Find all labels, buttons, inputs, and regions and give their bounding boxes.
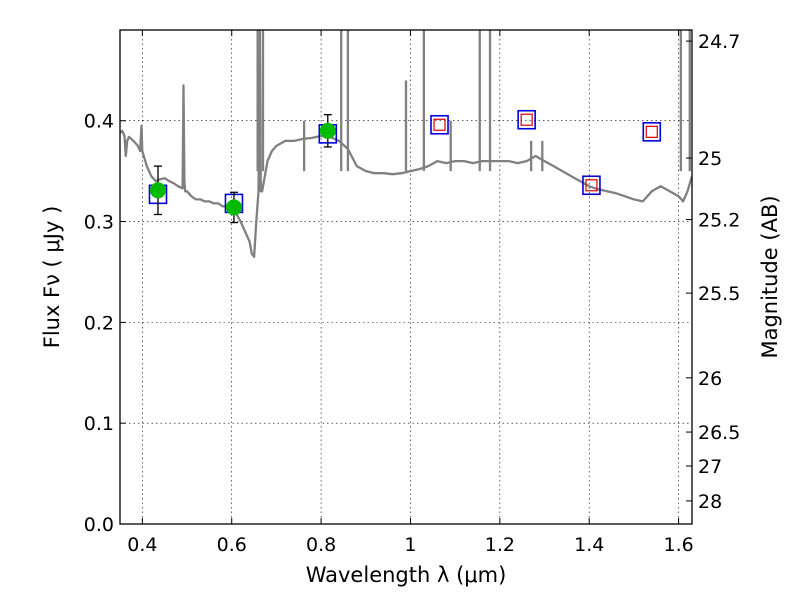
plot-content (120, 30, 692, 258)
x-tick-label: 1 (404, 534, 416, 556)
observed-point (319, 122, 336, 139)
x-axis-label: Wavelength λ (μm) (306, 563, 507, 587)
right-tick-label: 26.5 (698, 422, 740, 444)
axis-ticks: 0.4 0.6 0.8 1 1.2 1.4 1.6 0.0 0.1 0.2 0.3 0.4 24.7 25… (84, 30, 740, 556)
x-tick-label: 1.6 (663, 534, 693, 556)
model-box (582, 175, 601, 196)
right-tick-label: 28 (698, 491, 722, 513)
x-tick-label: 1.2 (485, 534, 515, 556)
right-tick-label: 24.7 (698, 31, 740, 53)
y-axis-label: Flux Fν ( μJy ) (40, 206, 64, 349)
y-tick-label: 0.1 (84, 413, 114, 435)
model-box (642, 122, 662, 142)
x-tick-label: 0.8 (306, 534, 336, 556)
observed-point (225, 199, 242, 216)
right-tick-label: 26 (698, 368, 722, 390)
observed-point (149, 182, 166, 199)
upper-limit-box (520, 113, 533, 126)
right-tick-label: 27 (698, 456, 722, 478)
spectrum-line (120, 30, 692, 258)
upper-limit-box (645, 125, 658, 138)
upper-limit-box (433, 118, 446, 131)
right-axis-label: Magnitude (AB) (758, 195, 782, 358)
model-box (517, 109, 536, 130)
y-tick-label: 0.3 (84, 212, 114, 234)
x-tick-label: 0.6 (217, 534, 247, 556)
y-tick-label: 0.0 (84, 514, 114, 536)
model-box (430, 114, 449, 135)
plot-frame (119, 29, 693, 525)
x-tick-label: 1.4 (574, 534, 604, 556)
x-tick-label: 0.4 (127, 534, 157, 556)
y-tick-label: 0.2 (84, 312, 114, 334)
right-tick-label: 25 (698, 148, 722, 170)
y-tick-label: 0.4 (84, 111, 114, 133)
upper-limit-box (585, 179, 598, 192)
right-tick-label: 25.5 (698, 283, 740, 305)
right-tick-label: 25.2 (698, 210, 740, 232)
